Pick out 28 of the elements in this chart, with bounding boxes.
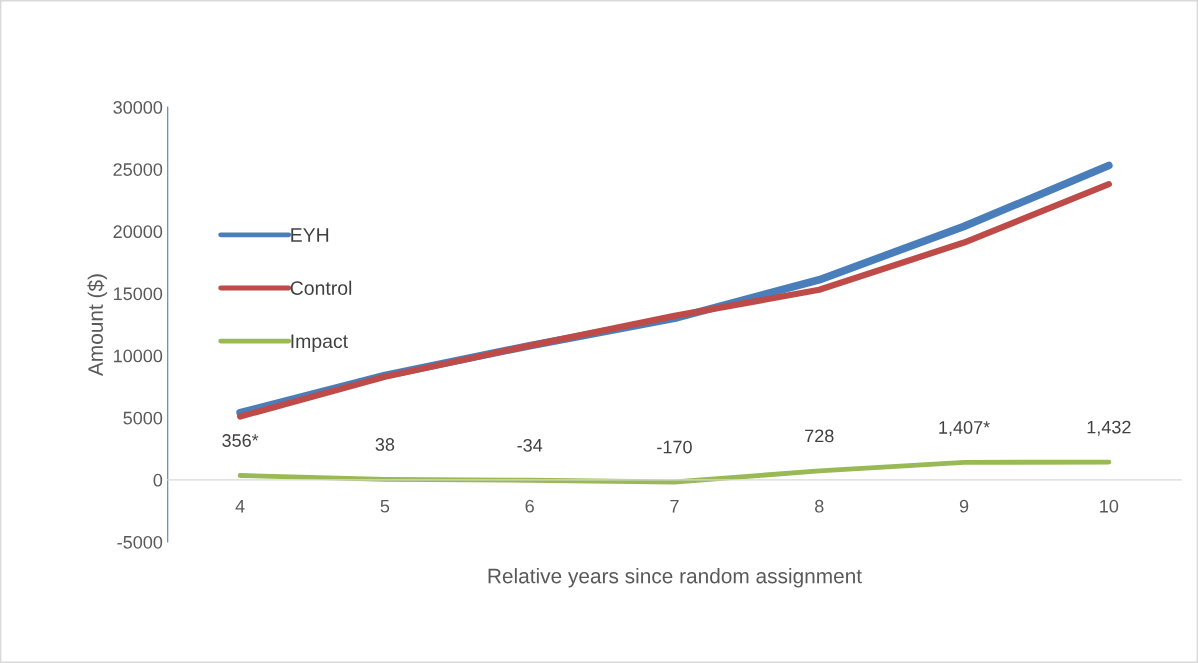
data-label: 1,407* <box>939 421 990 436</box>
line-series <box>237 459 1112 485</box>
legend-label: Impact <box>291 334 348 352</box>
x-tick-label: 7 <box>670 499 679 513</box>
x-tick-label: 8 <box>815 499 824 513</box>
legend-label: EYH <box>291 228 329 242</box>
y-tick-label: 20000 <box>113 225 163 239</box>
data-label: -34 <box>517 438 543 452</box>
x-tick-label: 6 <box>525 499 534 513</box>
y-tick-label: 5000 <box>123 411 163 425</box>
x-axis-title: Relative years since random assignment <box>488 568 862 588</box>
y-tick-label: 25000 <box>113 163 163 176</box>
y-axis-title: Amount ($) <box>87 274 108 377</box>
y-tick-label: -5000 <box>117 535 163 549</box>
x-tick-label: 5 <box>380 499 390 513</box>
data-label: 1,432 <box>1087 420 1131 436</box>
data-label: 728 <box>805 429 834 443</box>
x-tick-label: 4 <box>235 499 245 513</box>
y-tick-label: 0 <box>153 473 163 487</box>
data-label: 38 <box>375 438 395 451</box>
data-label: -170 <box>657 440 692 454</box>
y-tick-label: 15000 <box>114 287 163 301</box>
x-tick-label: 10 <box>1100 499 1119 513</box>
x-tick-label: 9 <box>959 499 969 513</box>
y-tick-label: 30000 <box>113 101 163 114</box>
legend-label: Control <box>290 280 352 295</box>
y-tick-label: 10000 <box>114 349 163 363</box>
data-label: 356* <box>222 434 259 447</box>
